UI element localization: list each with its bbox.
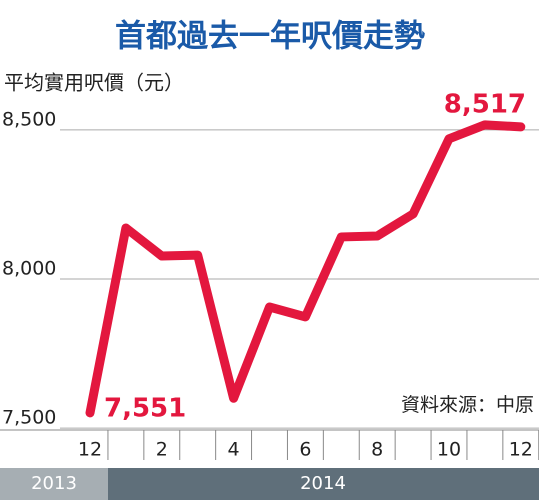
y-axis-label: 平均實用呎價（元） [4, 71, 184, 95]
x-tick-label: 12 [78, 439, 102, 461]
x-tick-label: 4 [228, 439, 240, 461]
line [85, 120, 526, 418]
x-tick-label: 6 [299, 439, 311, 461]
x-tick-label: 12 [509, 439, 533, 461]
year-label: 2014 [300, 473, 346, 494]
year-label: 2013 [31, 473, 77, 494]
year-band [0, 468, 108, 500]
y-tick-label: 8,000 [2, 257, 56, 279]
x-tick-label: 8 [371, 439, 383, 461]
chart-title: 首都過去一年呎價走勢 [115, 19, 425, 55]
x-tick-label: 2 [156, 439, 168, 461]
data-label: 8,517 [444, 89, 526, 119]
y-tick-label: 7,500 [2, 407, 56, 429]
y-tick-label: 8,500 [2, 108, 56, 130]
data-label: 7,551 [104, 393, 186, 423]
source-note: 資料來源：中原 [401, 394, 534, 416]
x-tick-label: 10 [437, 439, 461, 461]
year-band [108, 468, 539, 500]
